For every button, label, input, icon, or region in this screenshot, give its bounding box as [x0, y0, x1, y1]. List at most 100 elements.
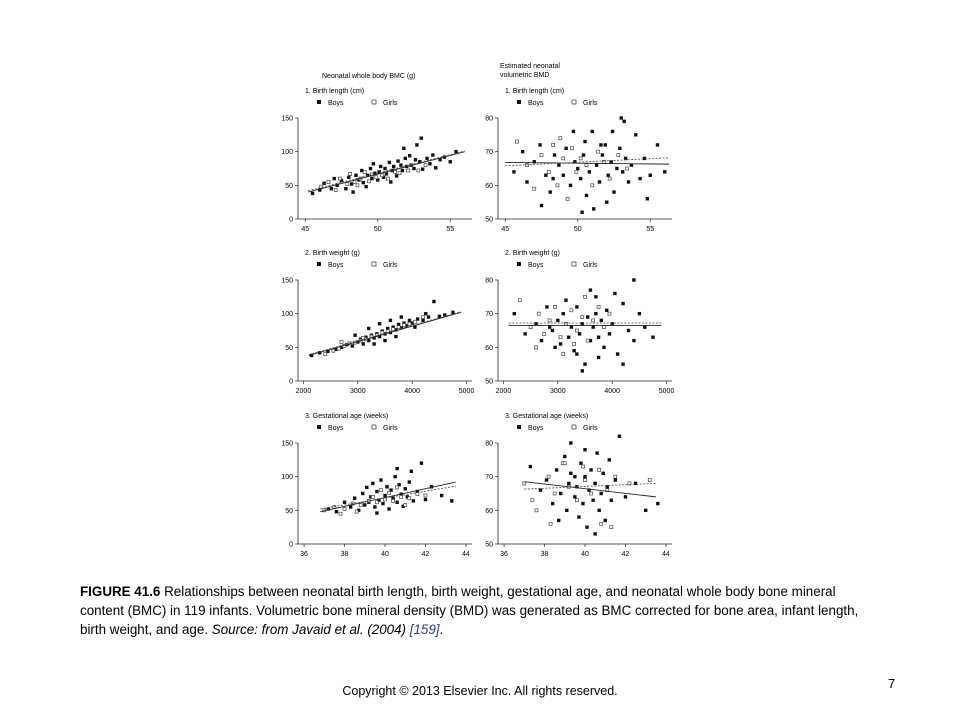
legend-label-girls: Girls — [583, 425, 598, 432]
point-boys — [381, 175, 386, 179]
point-girls — [391, 499, 395, 503]
fit-line-solid — [308, 311, 462, 356]
point-boys — [599, 491, 603, 496]
fit-line-dashed — [320, 485, 456, 510]
point-boys — [580, 369, 584, 373]
point-boys — [364, 184, 368, 189]
point-boys — [600, 153, 605, 157]
point-boys — [391, 325, 395, 329]
y-tick-label: 100 — [281, 311, 293, 318]
point-girls — [558, 136, 563, 141]
point-boys — [393, 474, 397, 479]
point-boys — [371, 162, 376, 166]
point-boys — [387, 160, 392, 165]
point-boys — [413, 325, 417, 329]
point-boys — [603, 143, 607, 147]
x-tick-label: 38 — [341, 551, 349, 558]
point-boys — [335, 183, 339, 188]
point-boys — [610, 129, 615, 134]
point-girls — [528, 325, 533, 329]
point-boys — [643, 325, 647, 329]
point-girls — [339, 340, 344, 344]
point-boys — [595, 451, 599, 455]
point-boys — [550, 501, 555, 506]
point-boys — [544, 478, 549, 482]
point-boys — [385, 485, 389, 489]
point-boys — [332, 176, 336, 181]
point-boys — [605, 200, 609, 204]
point-boys — [615, 166, 619, 171]
point-boys — [656, 501, 660, 506]
point-boys — [394, 328, 398, 332]
y-tick-label: 80 — [485, 441, 493, 448]
legend-marker-girls — [571, 261, 577, 267]
point-boys — [591, 325, 595, 329]
point-boys — [349, 182, 354, 186]
y-tick-label: 0 — [289, 379, 293, 386]
point-girls — [397, 171, 402, 176]
point-girls — [578, 156, 583, 161]
point-boys — [623, 156, 628, 161]
point-boys — [375, 511, 379, 515]
point-boys — [569, 441, 573, 445]
point-boys — [326, 507, 331, 511]
point-boys — [350, 344, 355, 348]
point-boys — [615, 352, 620, 356]
point-boys — [583, 362, 587, 366]
point-boys — [572, 349, 576, 353]
point-boys — [569, 471, 573, 475]
point-boys — [643, 508, 648, 513]
point-boys — [548, 190, 552, 194]
point-boys — [365, 485, 369, 490]
point-girls — [393, 170, 397, 174]
caption-reference-link[interactable]: [159] — [409, 622, 440, 637]
x-tick-label: 3000 — [550, 388, 566, 395]
point-boys — [621, 170, 625, 174]
point-girls — [558, 335, 563, 340]
point-boys — [538, 488, 543, 492]
x-tick-label: 36 — [300, 551, 308, 558]
point-boys — [389, 488, 393, 492]
point-boys — [580, 210, 584, 214]
point-boys — [585, 525, 589, 529]
fit-line-dashed — [308, 311, 462, 356]
point-boys — [579, 461, 583, 465]
point-boys — [394, 334, 398, 339]
point-boys — [581, 501, 585, 506]
point-girls — [536, 311, 541, 316]
column-header-right: Estimated neonatal — [500, 63, 560, 70]
point-boys — [580, 322, 584, 326]
point-girls — [583, 294, 587, 299]
point-boys — [405, 324, 409, 328]
point-boys — [601, 471, 605, 475]
x-tick-label: 45 — [501, 226, 509, 233]
point-boys — [607, 332, 612, 336]
column-header-right: volumetric BMD — [500, 72, 549, 79]
y-tick-label: 50 — [485, 542, 493, 549]
point-boys — [577, 332, 582, 336]
point-boys — [610, 322, 614, 326]
point-girls — [607, 311, 612, 316]
point-boys — [556, 318, 560, 323]
y-tick-label: 150 — [281, 441, 293, 448]
point-boys — [583, 448, 587, 452]
point-boys — [451, 310, 455, 315]
point-boys — [402, 146, 406, 150]
y-tick-label: 100 — [281, 474, 293, 481]
point-boys — [454, 149, 458, 154]
point-boys — [381, 501, 385, 506]
point-boys — [407, 480, 411, 484]
point-boys — [415, 317, 420, 321]
point-boys — [632, 278, 636, 282]
x-tick-label: 4000 — [404, 388, 420, 395]
point-boys — [645, 197, 650, 201]
point-boys — [434, 166, 438, 170]
point-boys — [384, 172, 389, 176]
column-header-left: Neonatal whole body BMC (g) — [322, 73, 415, 80]
point-boys — [581, 153, 586, 157]
point-boys — [351, 190, 355, 194]
point-boys — [432, 299, 436, 304]
point-girls — [380, 173, 384, 178]
point-girls — [574, 328, 579, 333]
point-boys — [339, 345, 344, 350]
